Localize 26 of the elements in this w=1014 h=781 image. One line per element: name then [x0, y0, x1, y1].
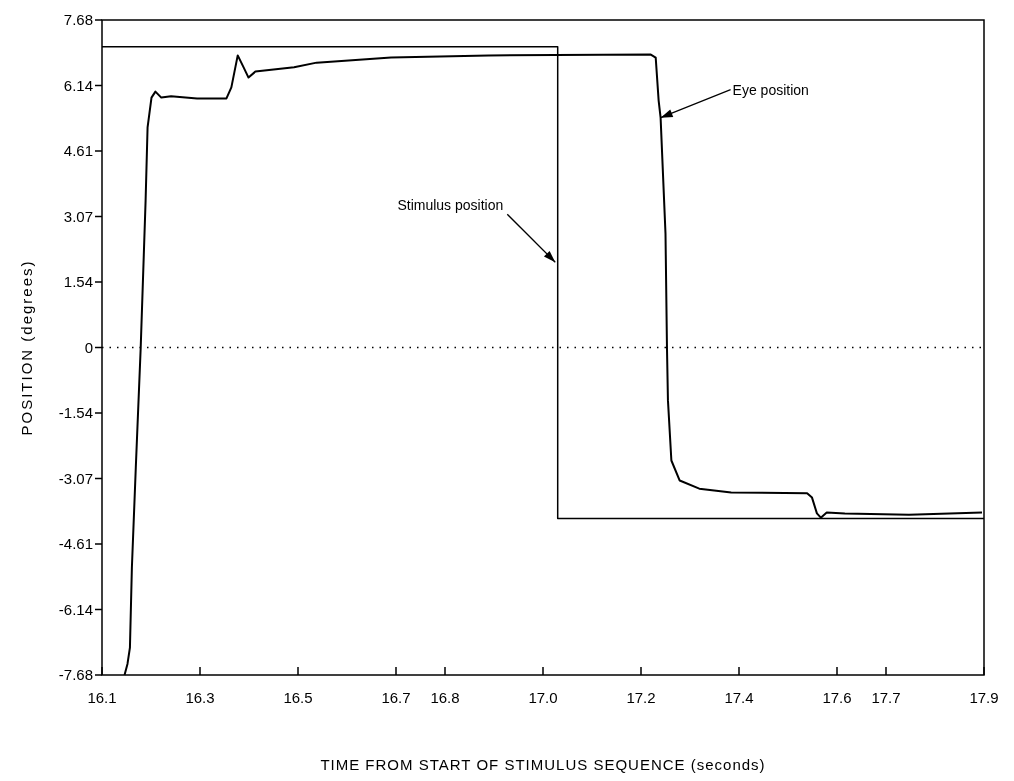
y-axis-title: POSITION (degrees): [18, 259, 35, 436]
annotation: Stimulus position: [397, 197, 504, 214]
y-tick-label: 7.68: [63, 11, 93, 29]
x-axis-title: TIME FROM START OF STIMULUS SEQUENCE (seconds): [320, 756, 766, 773]
x-tick-label: 16.3: [185, 689, 215, 706]
x-tick-label: 16.8: [430, 689, 460, 706]
y-tick-label: 6.14: [63, 76, 93, 94]
y-tick-label: -6.14: [58, 600, 93, 618]
y-tick-label: -4.61: [58, 535, 93, 553]
x-tick-label: 17.0: [528, 689, 558, 706]
y-tick-label: 4.61: [63, 142, 93, 160]
y-tick-label: 0: [84, 338, 93, 356]
y-tick-label: -3.07: [58, 469, 93, 487]
x-tick-label: 16.1: [87, 689, 117, 706]
x-tick-label: 17.7: [871, 689, 901, 706]
y-tick-label: -7.68: [58, 666, 93, 684]
x-tick-label: 17.4: [724, 689, 754, 706]
x-tick-label: 16.7: [381, 689, 411, 706]
x-tick-label: 17.9: [969, 689, 999, 706]
y-tick-label: -1.54: [58, 404, 93, 422]
x-tick-label: 17.2: [626, 689, 656, 706]
y-tick-label: 3.07: [63, 207, 93, 225]
y-tick-label: 1.54: [63, 273, 93, 291]
x-tick-label: 16.5: [283, 689, 313, 706]
annotation: Eye position: [732, 81, 809, 98]
x-tick-label: 17.6: [822, 689, 852, 706]
